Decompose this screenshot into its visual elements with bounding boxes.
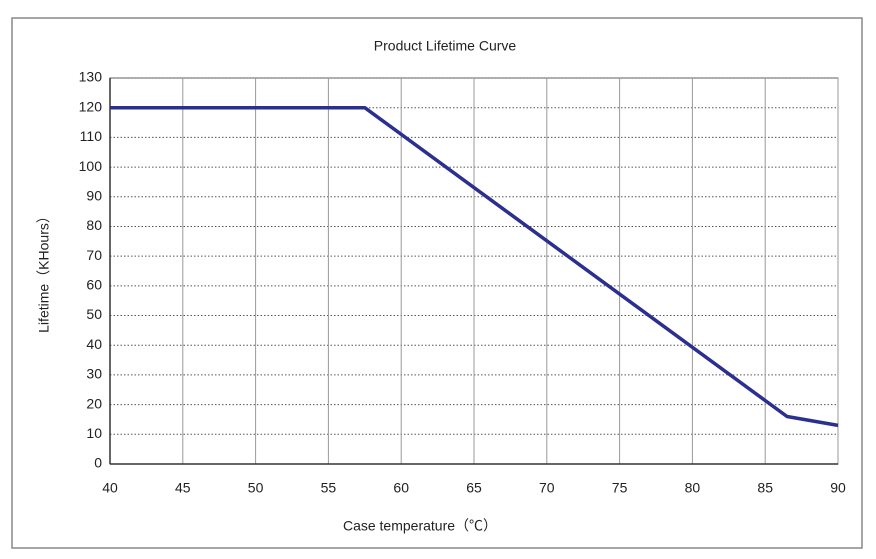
y-tick-label: 0	[94, 455, 102, 471]
x-tick-label: 75	[612, 480, 628, 496]
x-tick-label: 80	[685, 480, 701, 496]
y-tick-label: 100	[79, 158, 103, 174]
y-tick-label: 110	[80, 128, 103, 144]
y-tick-label: 50	[86, 306, 102, 322]
y-tick-label: 120	[79, 98, 103, 114]
x-tick-label: 60	[393, 480, 409, 496]
x-tick-label: 70	[539, 480, 555, 496]
y-axis-label: Lifetime（KHours）	[36, 209, 52, 333]
x-tick-label: 85	[757, 480, 773, 496]
data-line	[110, 105, 839, 428]
y-tick-label: 30	[86, 366, 102, 382]
y-tick-label: 80	[86, 217, 102, 233]
x-tick-label: 65	[466, 480, 482, 496]
y-tick-label: 10	[86, 425, 102, 441]
y-tick-label: 130	[79, 69, 103, 85]
x-tick-label: 50	[248, 480, 264, 496]
x-tick-label: 90	[830, 480, 846, 496]
x-tick-label: 55	[321, 480, 337, 496]
y-tick-label: 20	[86, 395, 102, 411]
y-tick-label: 60	[86, 277, 102, 293]
y-tick-label: 90	[86, 187, 102, 203]
y-tick-label: 40	[86, 336, 102, 352]
x-tick-label: 40	[102, 480, 118, 496]
y-tick-label: 70	[86, 247, 102, 263]
chart-title: Product Lifetime Curve	[374, 38, 517, 54]
x-axis-label: Case temperature（℃）	[343, 518, 497, 534]
x-tick-label: 45	[175, 480, 191, 496]
